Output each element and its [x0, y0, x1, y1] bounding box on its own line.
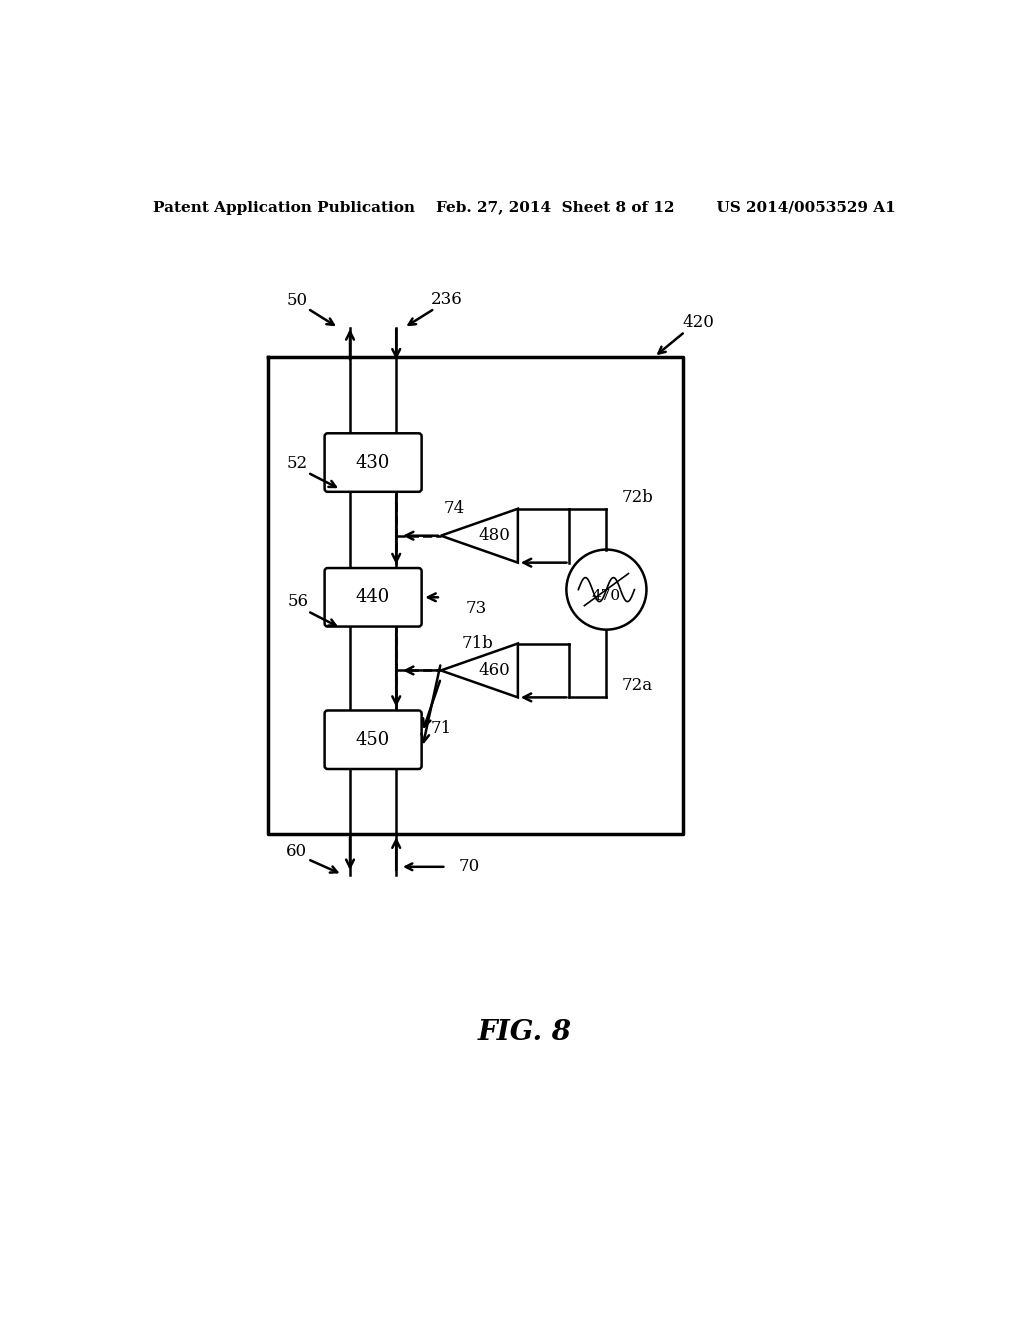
Text: 71b: 71b — [462, 635, 494, 652]
Text: 74: 74 — [443, 500, 465, 517]
FancyBboxPatch shape — [325, 710, 422, 770]
Text: 72a: 72a — [622, 677, 653, 694]
Text: 70: 70 — [459, 858, 480, 875]
Text: 440: 440 — [356, 589, 390, 606]
FancyBboxPatch shape — [325, 433, 422, 492]
Text: 460: 460 — [479, 661, 511, 678]
Text: 430: 430 — [356, 454, 390, 471]
Text: Patent Application Publication    Feb. 27, 2014  Sheet 8 of 12        US 2014/00: Patent Application Publication Feb. 27, … — [154, 202, 896, 215]
Text: 450: 450 — [356, 731, 390, 748]
Text: 480: 480 — [479, 527, 511, 544]
Text: 56: 56 — [287, 594, 308, 610]
Text: FIG. 8: FIG. 8 — [478, 1019, 571, 1045]
Text: 50: 50 — [287, 292, 308, 309]
Text: 236: 236 — [430, 290, 462, 308]
Text: 52: 52 — [287, 455, 308, 471]
Text: 60: 60 — [286, 843, 306, 859]
FancyBboxPatch shape — [325, 568, 422, 627]
Text: 420: 420 — [683, 314, 715, 331]
Text: 72b: 72b — [622, 488, 653, 506]
Text: 73: 73 — [466, 601, 486, 618]
Text: 71: 71 — [431, 719, 453, 737]
Text: 470: 470 — [592, 589, 621, 603]
